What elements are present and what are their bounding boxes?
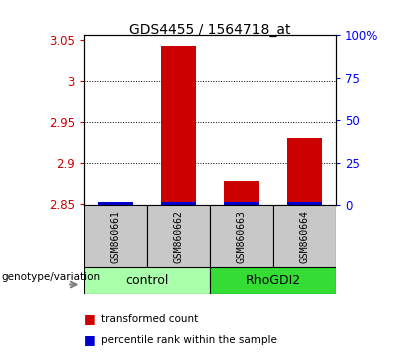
Bar: [210, 267, 336, 294]
Bar: [98, 202, 133, 205]
Bar: [273, 205, 336, 267]
Bar: [224, 181, 259, 205]
Text: control: control: [125, 274, 169, 287]
Text: GSM860661: GSM860661: [110, 210, 121, 263]
Text: GDS4455 / 1564718_at: GDS4455 / 1564718_at: [129, 23, 291, 37]
Text: transformed count: transformed count: [101, 314, 198, 324]
Bar: [287, 138, 322, 205]
Text: ■: ■: [84, 312, 96, 325]
Bar: [161, 46, 196, 205]
Text: ■: ■: [84, 333, 96, 346]
Bar: [210, 205, 273, 267]
Text: GSM860662: GSM860662: [173, 210, 184, 263]
Text: RhoGDI2: RhoGDI2: [245, 274, 301, 287]
Bar: [287, 202, 322, 205]
Text: percentile rank within the sample: percentile rank within the sample: [101, 335, 277, 345]
Bar: [147, 205, 210, 267]
Bar: [84, 205, 147, 267]
Bar: [84, 267, 210, 294]
Text: genotype/variation: genotype/variation: [2, 272, 101, 281]
Bar: [224, 202, 259, 205]
Text: GSM860663: GSM860663: [236, 210, 247, 263]
Bar: [161, 202, 196, 205]
Text: GSM860664: GSM860664: [299, 210, 310, 263]
Bar: [98, 203, 133, 205]
